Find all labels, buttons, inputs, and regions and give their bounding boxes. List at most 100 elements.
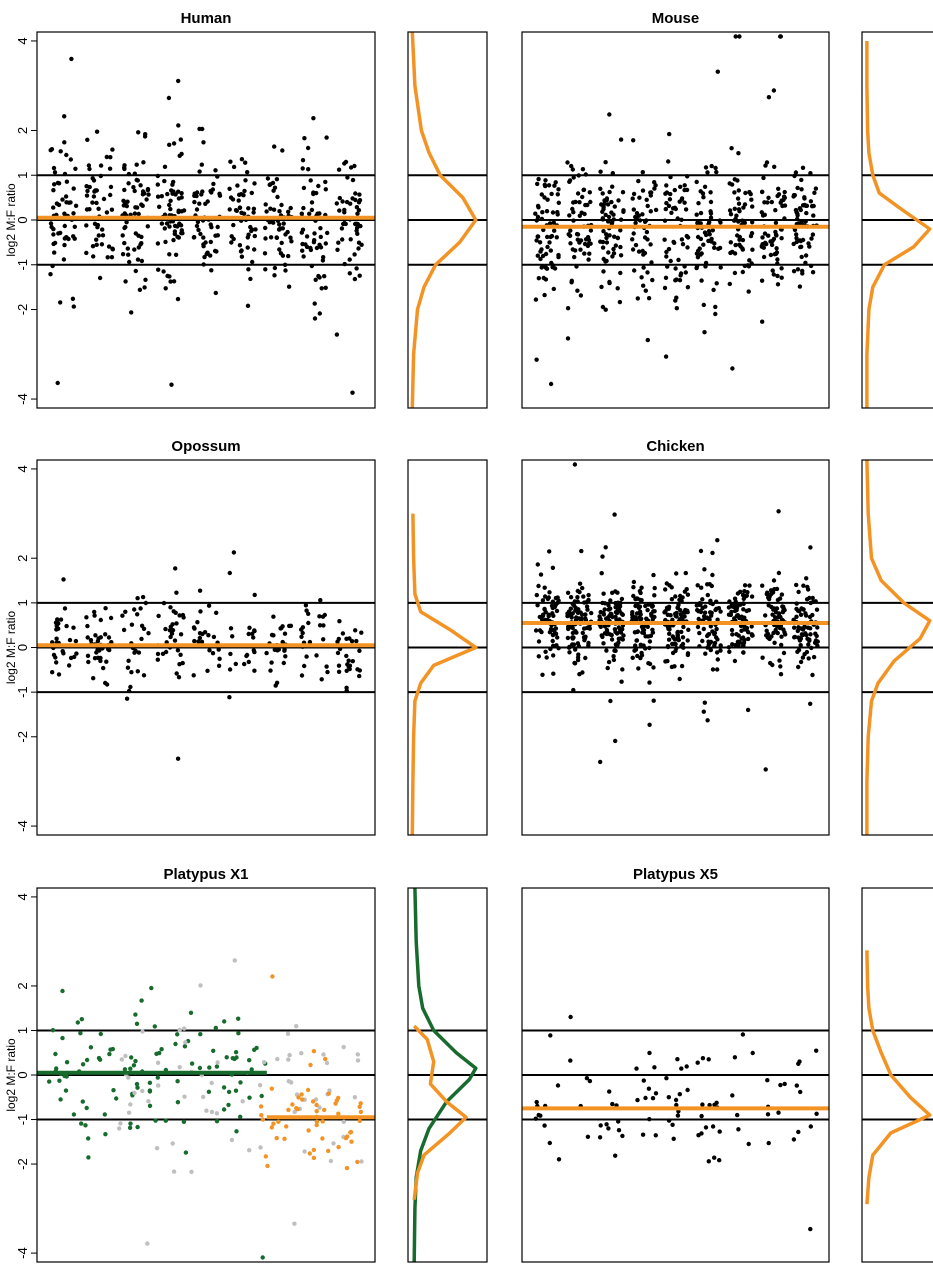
data-point <box>813 186 819 191</box>
data-point <box>792 634 798 640</box>
data-point <box>337 208 342 213</box>
data-point <box>583 172 588 177</box>
data-point <box>282 648 287 653</box>
data-point <box>710 1124 716 1129</box>
data-point <box>717 1158 722 1163</box>
data-point <box>120 252 126 257</box>
data-point <box>606 214 612 220</box>
data-point <box>289 239 294 244</box>
data-point <box>728 250 733 256</box>
data-point <box>139 258 145 264</box>
data-point <box>272 265 278 271</box>
data-point <box>575 657 581 663</box>
data-point <box>252 1047 257 1053</box>
data-point <box>651 572 656 578</box>
data-point <box>54 623 59 629</box>
data-point <box>229 240 234 245</box>
data-point <box>146 192 151 197</box>
data-point <box>615 235 620 241</box>
data-point <box>58 230 63 236</box>
data-point <box>706 616 711 621</box>
data-point <box>207 1065 212 1070</box>
data-point <box>744 625 750 631</box>
data-point <box>582 600 587 605</box>
data-point <box>125 246 130 251</box>
data-point <box>737 34 742 39</box>
data-point <box>581 594 586 599</box>
data-point <box>678 593 683 599</box>
data-point <box>618 636 623 641</box>
data-point <box>535 562 540 567</box>
data-point <box>727 649 732 654</box>
data-point <box>603 160 608 165</box>
data-point <box>565 336 571 341</box>
data-point <box>276 1119 281 1125</box>
data-point <box>645 337 650 343</box>
data-point <box>129 622 135 627</box>
data-point <box>335 639 340 644</box>
data-point <box>542 1123 547 1128</box>
data-point <box>747 189 752 195</box>
data-point <box>85 653 91 658</box>
data-point <box>168 634 173 640</box>
density-curve <box>865 459 932 835</box>
data-point <box>215 224 220 230</box>
data-point <box>773 232 779 237</box>
data-point <box>663 206 668 212</box>
data-point <box>746 289 751 294</box>
data-point <box>794 606 799 612</box>
data-point <box>732 190 737 195</box>
data-point <box>80 1099 86 1104</box>
data-point <box>718 643 723 648</box>
data-point <box>714 1100 719 1106</box>
data-point <box>339 226 345 231</box>
data-point <box>706 229 712 234</box>
data-point <box>146 631 151 636</box>
data-point <box>616 198 621 203</box>
data-point <box>321 255 326 260</box>
data-point <box>129 670 134 675</box>
data-point <box>547 221 553 226</box>
data-point <box>810 672 815 678</box>
data-point <box>815 643 820 648</box>
data-point <box>568 595 574 600</box>
data-point <box>798 643 803 648</box>
data-point <box>211 1048 216 1054</box>
data-point <box>798 626 804 631</box>
data-point <box>603 545 608 550</box>
data-point <box>604 1122 609 1127</box>
data-point <box>162 226 167 231</box>
data-point <box>124 220 129 225</box>
data-point <box>149 985 154 991</box>
data-point <box>300 158 306 163</box>
data-point <box>741 650 746 655</box>
data-point <box>94 129 100 134</box>
data-point <box>247 1095 252 1100</box>
data-point <box>533 297 539 302</box>
data-point <box>583 655 588 661</box>
data-point <box>565 590 571 595</box>
data-point <box>129 1055 134 1060</box>
data-point <box>336 669 342 674</box>
data-point <box>341 1119 346 1125</box>
data-point <box>630 237 635 242</box>
data-point <box>335 650 341 656</box>
data-point <box>340 199 345 204</box>
data-point <box>634 596 639 601</box>
data-point <box>797 238 803 243</box>
data-point <box>811 203 816 209</box>
data-point <box>803 253 809 258</box>
data-point <box>556 187 561 192</box>
data-point <box>300 1097 305 1102</box>
data-point <box>242 188 247 194</box>
data-point <box>610 1101 615 1107</box>
data-point <box>142 285 147 290</box>
data-point <box>698 210 704 216</box>
data-point <box>630 196 635 201</box>
data-point <box>196 639 201 644</box>
data-point <box>110 246 115 251</box>
data-point <box>646 296 652 301</box>
data-point <box>179 230 184 236</box>
data-point <box>770 268 775 273</box>
panel-human: Human <box>37 10 487 409</box>
